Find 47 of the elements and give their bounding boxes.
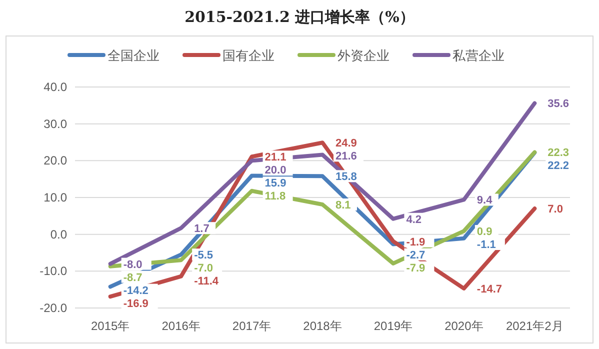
chart-title: 2015-2021.2 进口增长率（%） [184,8,414,26]
x-tick-label: 2015年 [91,319,130,333]
data-label: 24.9 [336,138,357,150]
data-label: -8.0 [123,258,142,271]
data-label: -11.4 [194,276,220,288]
data-label: -7.0 [194,262,214,275]
data-label: 22.3 [548,147,570,160]
data-label: 15.8 [336,171,357,184]
data-label: -1.1 [476,239,496,252]
data-label: 22.2 [548,160,570,172]
x-tick-label: 2020年 [444,319,484,333]
x-tick-label: 2017年 [232,319,272,333]
data-label: 20.0 [264,164,286,177]
data-label: 11.8 [264,190,286,203]
legend-label: 全国企业 [108,48,160,63]
y-tick-label: 20.0 [44,154,68,168]
x-tick-label: 2018年 [303,319,342,333]
data-label: -2.7 [406,249,426,262]
data-label: 35.6 [548,98,570,110]
data-label: -5.5 [194,250,214,262]
data-label: 15.9 [264,178,286,190]
data-label: 7.0 [548,204,563,216]
data-label: -1.9 [406,236,426,248]
y-tick-label: 30.0 [44,116,68,131]
data-label: -14.7 [476,283,502,296]
x-tick-label: 2021年2月 [506,319,564,333]
legend-label: 私营企业 [452,48,504,63]
y-tick-label: -20.0 [40,301,68,315]
y-tick-label: 40.0 [44,80,68,94]
data-label: -7.9 [406,262,426,274]
data-label: -16.9 [123,298,148,310]
y-tick-label: 10.0 [44,190,68,204]
data-label: 4.2 [406,214,422,226]
legend-label: 国有企业 [222,48,274,63]
x-tick-label: 2019年 [374,319,413,333]
data-label: 9.4 [476,194,494,207]
data-label: 0.9 [476,226,492,238]
legend-label: 外资企业 [338,48,390,63]
y-tick-label: 0.0 [50,227,68,242]
y-tick-label: -10.0 [40,264,68,278]
data-label: 21.6 [336,150,357,163]
data-label: 1.7 [194,223,210,236]
x-tick-label: 2016年 [162,319,200,333]
data-label: -8.7 [123,272,142,284]
data-label: 21.1 [264,152,286,164]
data-label: 8.1 [336,200,351,212]
data-label: -14.2 [123,284,148,297]
